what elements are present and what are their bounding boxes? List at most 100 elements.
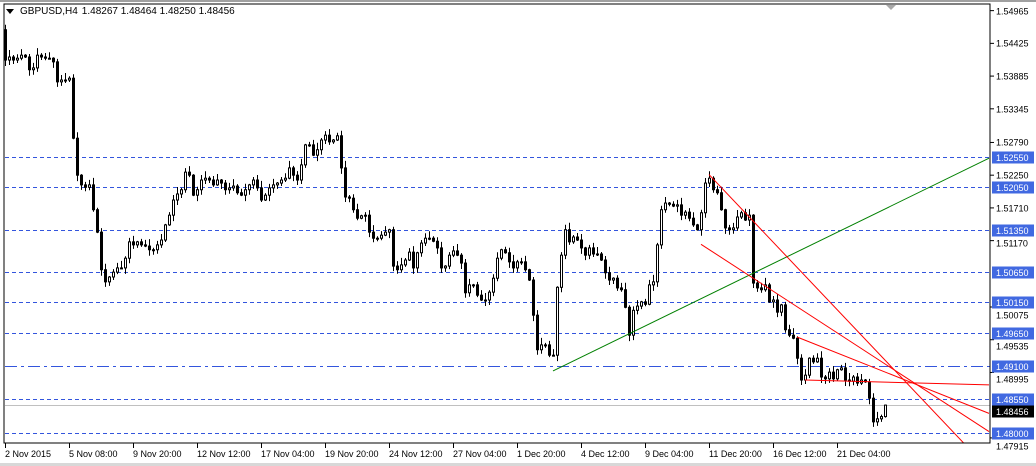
candle	[464, 259, 467, 298]
candle	[408, 248, 411, 262]
candle	[544, 342, 547, 348]
candle	[364, 212, 367, 222]
candle-body-bear	[716, 189, 719, 194]
candle	[560, 252, 563, 293]
candle-body-bear	[460, 254, 463, 264]
candle-body-bear	[44, 56, 47, 59]
candle	[56, 58, 59, 87]
candle-body-bull	[284, 177, 287, 181]
candle-body-bull	[420, 242, 423, 254]
candle-body-bull	[840, 367, 843, 371]
time-tick-label: 27 Nov 04:00	[453, 449, 507, 459]
chart-shift-marker-icon[interactable]	[886, 5, 896, 10]
candle	[680, 197, 683, 221]
candle-body-bull	[852, 376, 855, 382]
candle	[772, 296, 775, 308]
candle	[308, 141, 311, 147]
candle	[536, 310, 539, 355]
candle-body-bear	[576, 236, 579, 241]
price-tick-label: 1.52250	[996, 171, 1029, 181]
time-tick-label: 4 Dec 12:00	[581, 449, 630, 459]
plot-frame	[3, 3, 991, 444]
candle	[392, 226, 395, 272]
candle-body-bull	[416, 252, 419, 269]
candle	[248, 183, 251, 195]
candle-body-bull	[640, 301, 643, 307]
candle	[216, 174, 219, 186]
candle-body-bear	[28, 56, 31, 71]
candle-body-bear	[372, 231, 375, 239]
time-tick-label: 19 Nov 20:00	[325, 449, 379, 459]
candle	[204, 171, 207, 185]
candle-body-bull	[120, 267, 123, 270]
candle	[652, 274, 655, 291]
candle-body-bear	[340, 135, 343, 169]
candle-body-bull	[252, 179, 255, 186]
candle-body-bear	[856, 376, 859, 384]
candle-body-bull	[172, 199, 175, 216]
candle-body-bull	[652, 281, 655, 286]
candle-body-bull	[468, 284, 471, 294]
candle	[864, 379, 867, 383]
candle-body-bear	[96, 209, 99, 233]
candle	[276, 182, 279, 189]
candle	[136, 240, 139, 248]
candle-body-bull	[272, 184, 275, 189]
candle-body-bull	[64, 79, 67, 82]
level-label: 1.49650	[996, 329, 1029, 339]
candle	[180, 187, 183, 198]
candle	[184, 168, 187, 193]
candle-body-bull	[108, 276, 111, 283]
candle	[440, 241, 443, 273]
candle-body-bear	[620, 287, 623, 291]
candle-body-bull	[20, 54, 23, 59]
candle	[4, 24, 7, 67]
trendlines[interactable]	[552, 157, 990, 466]
candle	[20, 49, 23, 61]
candle-body-bull	[88, 184, 91, 188]
candle-body-bull	[288, 167, 291, 179]
candle-body-bear	[480, 294, 483, 301]
candle-body-bull	[404, 259, 407, 266]
candle-body-bull	[880, 416, 883, 420]
candle	[704, 178, 707, 218]
candle	[696, 223, 699, 231]
candle-body-bull	[828, 371, 831, 380]
candle-body-bear	[104, 269, 107, 283]
candle	[840, 364, 843, 371]
candle	[148, 239, 151, 256]
candle-body-bear	[668, 202, 671, 205]
candle	[68, 76, 71, 83]
candle	[816, 353, 819, 363]
candle	[752, 214, 755, 289]
candle-body-bear	[476, 284, 479, 296]
candle	[396, 261, 399, 274]
candle-body-bull	[496, 257, 499, 279]
candle-body-bear	[672, 203, 675, 207]
candle	[428, 231, 431, 241]
candle-body-bear	[548, 344, 551, 356]
candle	[812, 355, 815, 364]
dropdown-triangle-icon[interactable]	[6, 9, 14, 14]
candle-body-bull	[304, 144, 307, 166]
candle	[444, 265, 447, 272]
candle-body-bull	[360, 215, 363, 219]
level-label-bg	[992, 327, 1034, 340]
candle-body-bull	[228, 187, 231, 191]
candle-body-bear	[644, 301, 647, 305]
candle	[568, 222, 571, 245]
candle-body-bear	[692, 217, 695, 226]
candle-body-bear	[100, 231, 103, 271]
candle-body-bear	[580, 239, 583, 249]
candle-body-bear	[236, 185, 239, 194]
candle-body-bull	[176, 193, 179, 201]
level-label-bg	[992, 427, 1034, 440]
candle	[344, 160, 347, 202]
candle-body-bull	[596, 253, 599, 256]
candle	[476, 281, 479, 298]
candle-body-bull	[656, 244, 659, 283]
candle	[600, 251, 603, 262]
candle-body-bear	[584, 247, 587, 256]
candle-body-bear	[40, 54, 43, 58]
